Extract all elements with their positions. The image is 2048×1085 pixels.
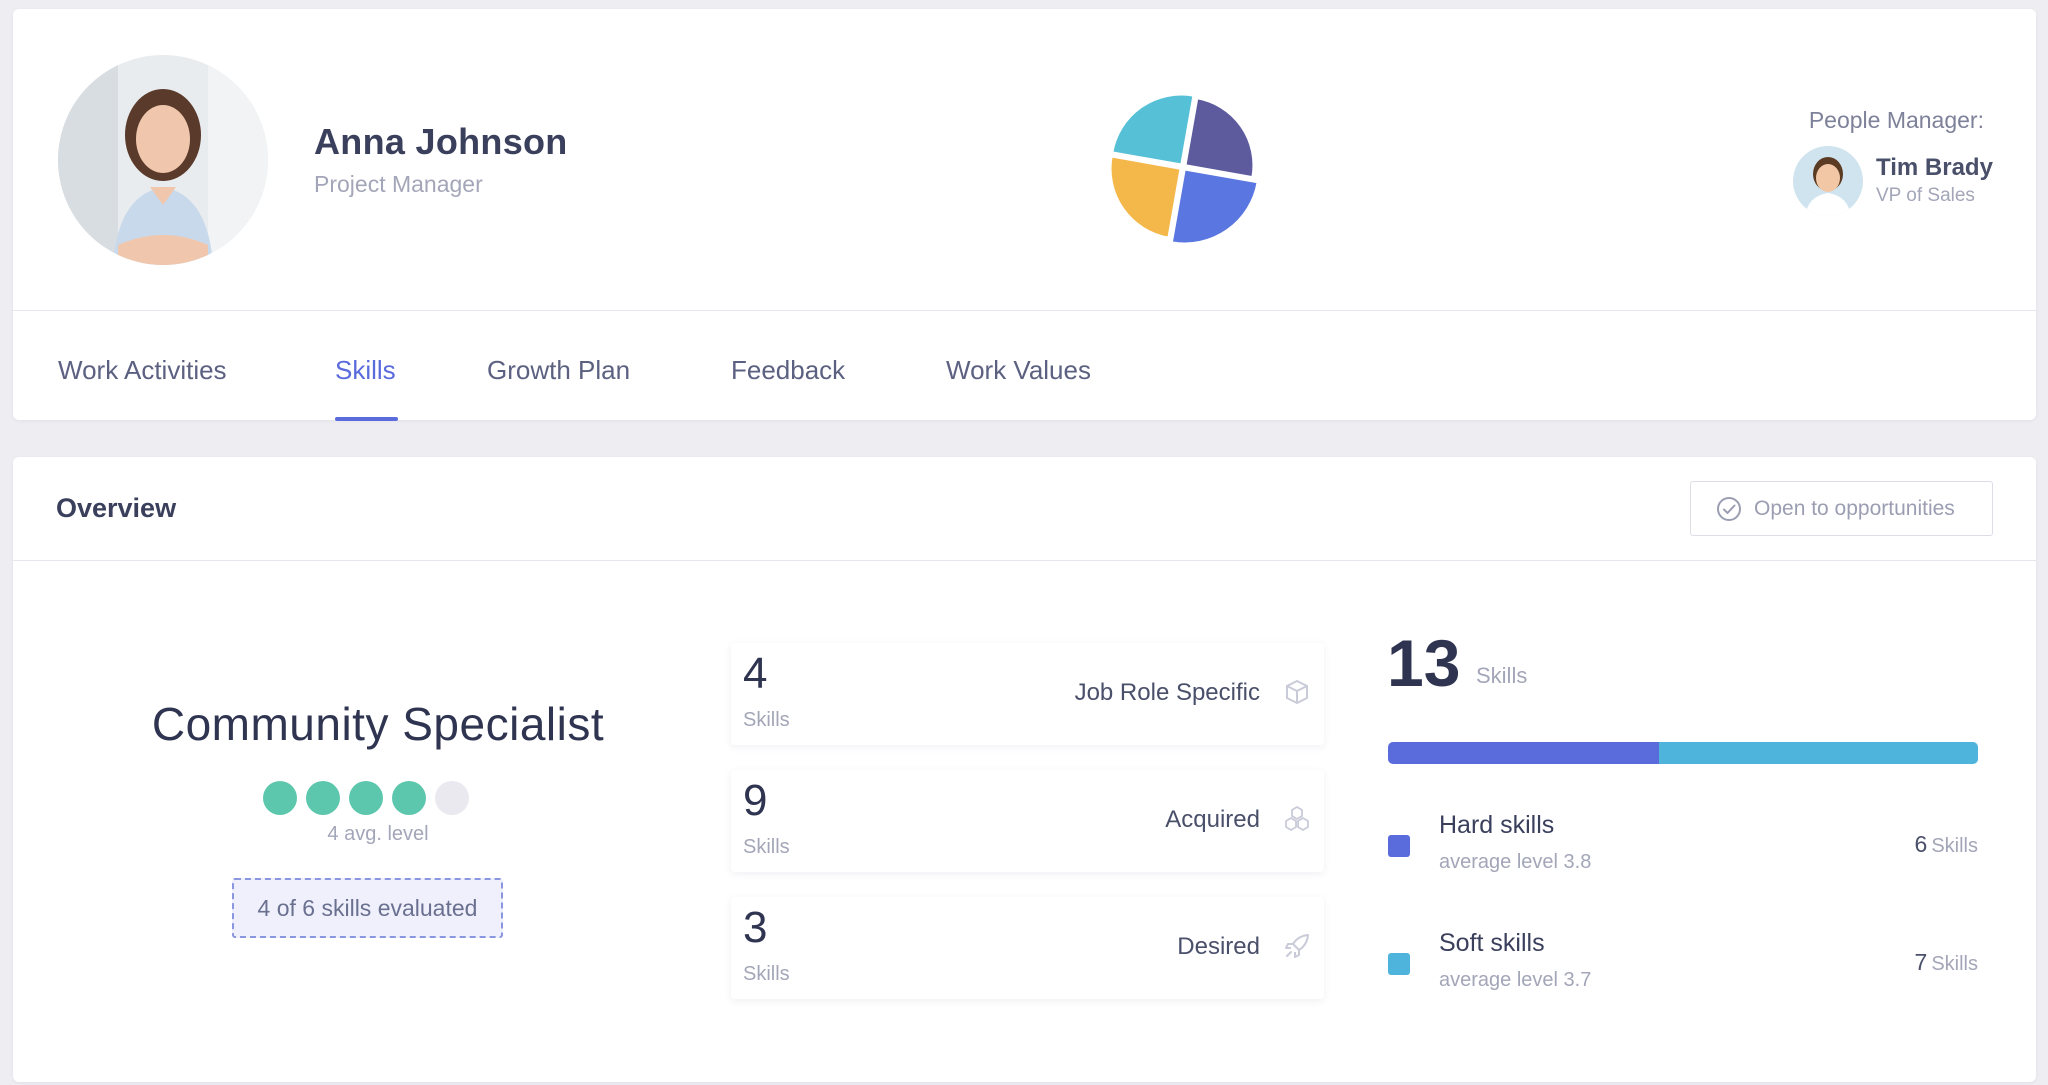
pie-slice (1184, 97, 1255, 179)
legend-name: Soft skills (1439, 929, 1545, 957)
avg-level-text: 4 avg. level (327, 823, 429, 845)
level-dot-filled (306, 781, 340, 815)
open-to-opportunities-label: Open to opportunities (1754, 496, 1955, 520)
legend-hard-skills: Hard skills average level 3.8 6 Skills (1388, 811, 1978, 881)
legend-average: average level 3.7 (1439, 969, 1592, 991)
overview-card: Overview Open to opportunities Community… (13, 457, 2036, 1082)
profile-avatar (58, 55, 268, 265)
profile-tabs: Work Activities Skills Growth Plan Feedb… (13, 311, 2036, 421)
level-dot-filled (392, 781, 426, 815)
level-dot-filled (263, 781, 297, 815)
stat-unit: Skills (743, 963, 790, 985)
tab-growth-plan[interactable]: Growth Plan (487, 355, 631, 385)
total-skills-unit: Skills (1476, 663, 1528, 688)
header-divider (13, 310, 2036, 311)
soft-skills-bar-segment (1659, 742, 1978, 764)
profile-role: Project Manager (314, 171, 483, 197)
legend-soft-skills: Soft skills average level 3.7 7 Skills (1388, 929, 1978, 999)
pie-slice (1111, 93, 1195, 166)
legend-count: 6 Skills (1915, 831, 1978, 858)
check-circle-icon (1717, 496, 1741, 521)
hard-skills-bar-segment (1388, 742, 1660, 764)
tab-feedback[interactable]: Feedback (731, 355, 846, 385)
profile-name: Anna Johnson (314, 121, 568, 162)
skills-pie-chart (1109, 93, 1259, 245)
legend-count-unit: Skills (1931, 835, 1978, 857)
total-skills-value: 13 (1387, 626, 1461, 700)
tab-skills[interactable]: Skills (335, 355, 396, 385)
level-dot-empty (435, 781, 469, 815)
legend-count-value: 7 (1914, 949, 1928, 975)
stat-acquired[interactable]: 9 Skills Acquired (731, 770, 1324, 872)
active-tab-indicator (335, 417, 398, 421)
stat-value: 9 (743, 776, 768, 825)
stat-job-role-specific[interactable]: 4 Skills Job Role Specific (731, 643, 1324, 745)
pie-slice (1170, 168, 1259, 245)
cube-icon (1286, 680, 1308, 704)
soft-skills-swatch (1388, 953, 1410, 975)
stat-label: Acquired (1165, 806, 1260, 833)
open-to-opportunities-button[interactable]: Open to opportunities (1690, 481, 1993, 536)
rocket-icon (1285, 934, 1309, 958)
legend-count-value: 6 (1914, 831, 1928, 857)
stat-unit: Skills (743, 709, 790, 731)
skills-evaluated-badge[interactable]: 4 of 6 skills evaluated (232, 878, 503, 938)
stat-label: Desired (1177, 933, 1260, 960)
cubes-icon (1285, 806, 1309, 831)
stat-label: Job Role Specific (1074, 679, 1260, 706)
people-manager-caption: People Manager: (1808, 107, 1984, 133)
specialist-block: Community Specialist (13, 697, 743, 751)
manager-title: VP of Sales (1876, 185, 1975, 206)
level-dots (263, 781, 469, 815)
hard-skills-swatch (1388, 835, 1410, 857)
profile-card: Anna Johnson Project Manager People Mana… (13, 9, 2036, 421)
skills-split-bar (1388, 742, 1978, 764)
tab-work-activities[interactable]: Work Activities (58, 355, 227, 385)
stat-desired[interactable]: 3 Skills Desired (731, 897, 1324, 999)
legend-count-unit: Skills (1931, 953, 1978, 975)
stat-value: 3 (743, 903, 768, 952)
legend-name: Hard skills (1439, 811, 1555, 839)
stat-value: 4 (743, 649, 768, 698)
manager-name[interactable]: Tim Brady (1876, 154, 1993, 181)
overview-divider (13, 560, 2036, 561)
legend-average: average level 3.8 (1439, 851, 1592, 873)
legend-count: 7 Skills (1915, 949, 1978, 976)
level-dot-filled (349, 781, 383, 815)
pie-slice (1109, 155, 1182, 239)
overview-title: Overview (56, 493, 177, 523)
specialist-title: Community Specialist (151, 698, 605, 750)
stat-unit: Skills (743, 836, 790, 858)
manager-avatar[interactable] (1793, 146, 1863, 216)
tab-work-values[interactable]: Work Values (946, 355, 1091, 385)
